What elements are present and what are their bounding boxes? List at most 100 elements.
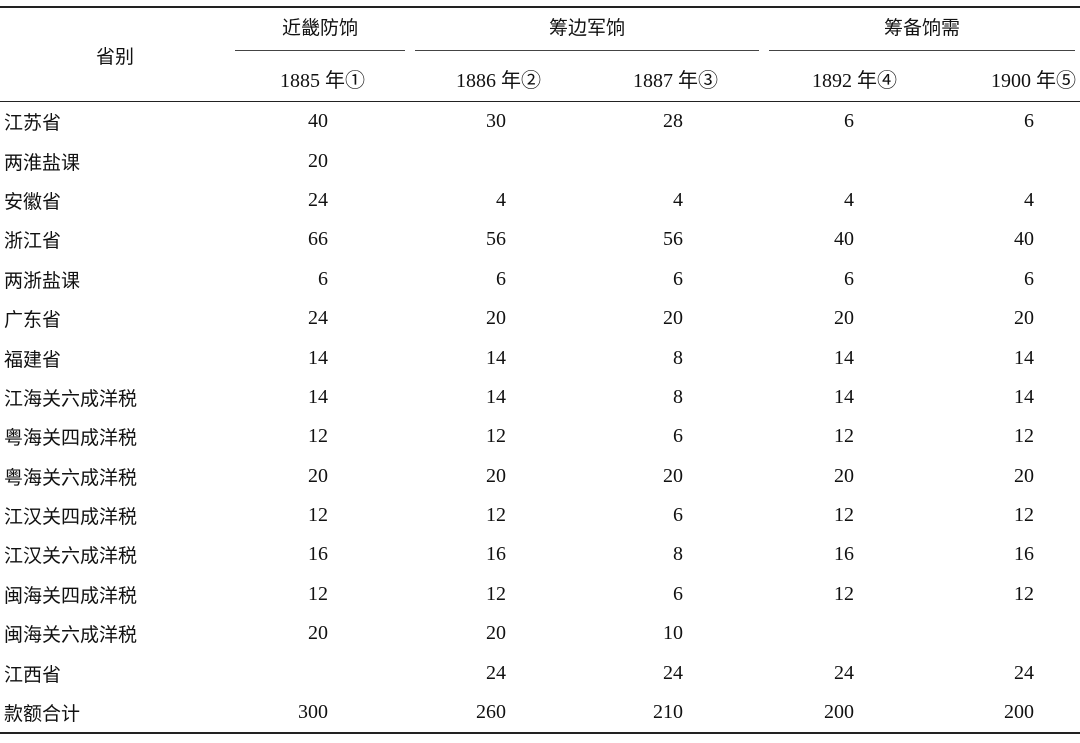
table-cell: 40 (834, 228, 855, 251)
table-cell: 16 (1014, 543, 1035, 566)
table-cell: 40 (1014, 228, 1035, 251)
table-cell: 20 (308, 464, 328, 487)
table-cell: 8 (673, 543, 684, 566)
table-row: 江西省 24 24 24 24 (0, 653, 1080, 692)
table-cell: 12 (308, 425, 328, 448)
table-cell: 20 (308, 149, 328, 172)
table-cell: 20 (834, 464, 855, 487)
row-label: 粤海关六成洋税 (4, 466, 138, 489)
table-row: 福建省 14 14 8 14 14 (0, 338, 1080, 377)
table-cell: 56 (663, 228, 684, 251)
year-header-row: 1885 年① 1886 年② 1887 年③ 1892 年④ 1900 年⑤ (0, 55, 1080, 102)
row-label: 闽海关六成洋税 (4, 624, 138, 647)
table-cell (764, 614, 944, 653)
table-cell: 8 (673, 385, 684, 408)
table-cell: 20 (834, 307, 855, 330)
table-cell: 24 (663, 661, 684, 684)
table-cell: 210 (590, 692, 765, 735)
row-label: 江汉关四成洋税 (4, 506, 138, 529)
table-cell: 12 (486, 582, 506, 605)
table-row: 江汉关六成洋税 16 16 8 16 16 (0, 535, 1080, 574)
table-cell: 4 (1024, 188, 1035, 211)
row-label: 广东省 (4, 309, 62, 332)
row-label: 款额合计 (0, 692, 230, 735)
table-cell: 40 (308, 110, 328, 133)
table-row: 款额合计 300 260 210 200 200 (0, 692, 1080, 735)
table-cell: 14 (834, 346, 855, 369)
table-cell: 20 (1014, 307, 1035, 330)
year-header: 1887 年③ (590, 55, 765, 102)
table-row: 粤海关四成洋税 12 12 6 12 12 (0, 417, 1080, 456)
table-cell: 10 (663, 622, 684, 645)
table-cell: 16 (834, 543, 855, 566)
table-cell: 20 (486, 307, 506, 330)
table-cell: 12 (1014, 582, 1035, 605)
table-cell (230, 653, 410, 692)
group-label: 近畿防饷 (235, 13, 405, 51)
table-cell (410, 141, 590, 180)
table-cell: 28 (663, 110, 684, 133)
table-cell: 24 (308, 188, 328, 211)
table-cell: 16 (486, 543, 506, 566)
table-row: 江汉关四成洋税 12 12 6 12 12 (0, 496, 1080, 535)
year-header: 1885 年① (230, 55, 410, 102)
table-cell: 12 (1014, 425, 1035, 448)
table-cell: 200 (944, 692, 1080, 735)
table-row: 两淮盐课 20 (0, 141, 1080, 180)
year-header: 1886 年② (410, 55, 590, 102)
table-cell: 24 (1014, 661, 1035, 684)
table-cell: 12 (486, 504, 506, 527)
table-cell (944, 141, 1080, 180)
table-cell: 260 (410, 692, 590, 735)
table-cell: 4 (673, 188, 684, 211)
table-cell: 6 (496, 267, 506, 290)
row-label-header: 省别 (0, 6, 230, 102)
row-label: 粤海关四成洋税 (4, 427, 138, 450)
table-cell: 14 (486, 346, 506, 369)
group-header: 筹备饷需 (764, 6, 1080, 55)
group-header-row: 省别 近畿防饷 筹边军饷 筹备饷需 (0, 6, 1080, 102)
data-table: 省别 近畿防饷 筹边军饷 筹备饷需 1885 年① 1886 年② 1887 年… (0, 6, 1080, 735)
table-cell: 6 (318, 267, 328, 290)
table-cell: 20 (486, 464, 506, 487)
table-cell: 24 (308, 307, 328, 330)
table-cell: 12 (834, 582, 855, 605)
table-cell: 20 (663, 307, 684, 330)
table-cell: 30 (486, 110, 506, 133)
table-cell: 14 (834, 385, 855, 408)
table-row: 江海关六成洋税 14 14 8 14 14 (0, 378, 1080, 417)
year-header: 1900 年⑤ (944, 55, 1080, 102)
table-cell: 300 (230, 692, 410, 735)
table-row: 闽海关四成洋税 12 12 6 12 12 (0, 575, 1080, 614)
group-header: 近畿防饷 (230, 6, 410, 55)
row-label: 安徽省 (4, 190, 62, 213)
table-row: 粤海关六成洋税 20 20 20 20 20 (0, 457, 1080, 496)
table-cell: 20 (1014, 464, 1035, 487)
table-row: 浙江省 66 56 56 40 40 (0, 220, 1080, 259)
table-cell: 12 (486, 425, 506, 448)
table-cell: 6 (673, 425, 684, 448)
row-label: 江西省 (4, 663, 62, 686)
group-label: 筹备饷需 (769, 13, 1076, 51)
table-row: 广东省 24 20 20 20 20 (0, 299, 1080, 338)
table-cell: 12 (308, 504, 328, 527)
table-cell (764, 141, 944, 180)
row-label: 闽海关四成洋税 (4, 584, 138, 607)
row-label: 浙江省 (4, 230, 62, 253)
table-cell: 6 (673, 504, 684, 527)
table-cell: 4 (844, 188, 855, 211)
table-cell (590, 141, 764, 180)
table-cell: 14 (1014, 346, 1035, 369)
group-header: 筹边军饷 (410, 6, 765, 55)
table-cell: 14 (486, 385, 506, 408)
group-label: 筹边军饷 (415, 13, 760, 51)
table-cell: 6 (844, 267, 855, 290)
table-cell: 12 (308, 582, 328, 605)
table-cell: 14 (308, 346, 328, 369)
table-row: 闽海关六成洋税 20 20 10 (0, 614, 1080, 653)
table-cell: 20 (663, 464, 684, 487)
table-cell (944, 614, 1080, 653)
table-cell: 6 (1024, 110, 1035, 133)
table-cell: 4 (496, 188, 506, 211)
year-header: 1892 年④ (764, 55, 945, 102)
